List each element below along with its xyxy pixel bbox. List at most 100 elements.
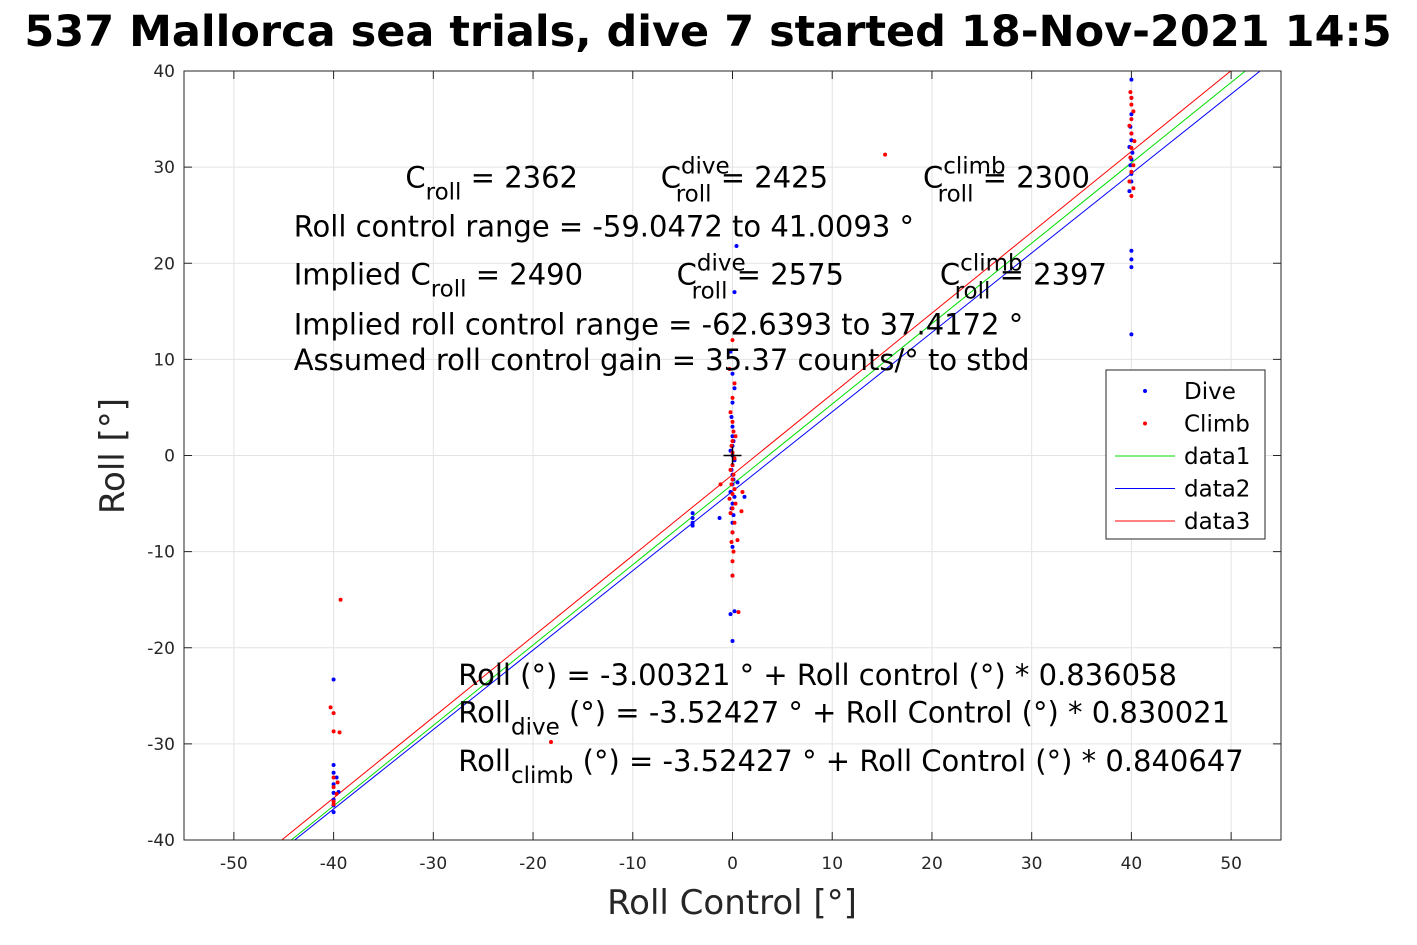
annotation-text: Roll control range = -59.0472 to 41.0093… bbox=[294, 209, 914, 243]
point-climb bbox=[733, 501, 738, 506]
point-climb bbox=[740, 490, 745, 495]
x-tick-label: 40 bbox=[1121, 854, 1143, 874]
annotation-part: Roll (°) = -3.00321 ° + Roll control (°)… bbox=[458, 658, 1177, 692]
annotations: Croll = 2362 Cdive roll = 2425 Cclimb roll =… bbox=[294, 153, 1244, 788]
point-dive bbox=[732, 494, 737, 499]
point-climb bbox=[730, 419, 735, 424]
annotation-part: Implied roll control range = -62.6393 to… bbox=[294, 307, 1024, 341]
point-dive bbox=[1129, 112, 1134, 117]
annotation-part: (°) = -3.52427 ° + Roll Control (°) * 0.… bbox=[573, 744, 1243, 778]
annotation-text: Cdive roll = 2425 bbox=[661, 153, 828, 207]
point-dive bbox=[1128, 163, 1133, 168]
y-tick-label: 10 bbox=[153, 350, 175, 370]
point-climb bbox=[728, 467, 733, 472]
point-climb bbox=[732, 456, 737, 461]
point-climb bbox=[727, 496, 732, 501]
point-climb bbox=[331, 802, 336, 807]
annotation-part: dive bbox=[681, 153, 730, 179]
point-climb bbox=[337, 730, 342, 735]
point-climb bbox=[728, 511, 733, 516]
point-dive bbox=[730, 639, 735, 644]
point-dive bbox=[729, 415, 734, 420]
point-climb bbox=[739, 509, 744, 514]
annotation-part: Roll bbox=[458, 744, 511, 778]
point-climb bbox=[1129, 117, 1134, 122]
legend-label: data3 bbox=[1184, 509, 1250, 535]
legend-label: Climb bbox=[1184, 412, 1250, 438]
x-tick-label: -30 bbox=[419, 854, 447, 874]
point-climb bbox=[338, 597, 343, 602]
annotation-part: climb bbox=[511, 763, 573, 789]
annotation-part: = 2425 bbox=[712, 160, 829, 194]
annotation-text: Croll = 2362 bbox=[405, 160, 578, 205]
point-dive bbox=[730, 424, 735, 429]
point-dive bbox=[728, 612, 733, 617]
point-climb bbox=[730, 506, 735, 511]
annotation-text: Cclimb roll = 2300 bbox=[923, 153, 1090, 207]
annotation-part: roll bbox=[692, 278, 728, 304]
point-climb bbox=[331, 785, 336, 790]
annotation-text: Implied roll control range = -62.6393 to… bbox=[294, 307, 1024, 341]
point-dive bbox=[1129, 265, 1134, 270]
point-climb bbox=[718, 482, 723, 487]
point-climb bbox=[1127, 179, 1132, 184]
annotation-part: roll bbox=[955, 278, 991, 304]
point-climb bbox=[1131, 186, 1136, 191]
point-dive bbox=[730, 371, 735, 376]
x-tick-label: 20 bbox=[921, 854, 943, 874]
point-dive bbox=[1129, 77, 1134, 82]
point-climb bbox=[1131, 109, 1136, 114]
point-climb bbox=[730, 395, 735, 400]
annotation-part: = 2300 bbox=[973, 160, 1090, 194]
annotation-part: Implied C bbox=[294, 257, 431, 291]
point-climb bbox=[331, 711, 336, 716]
y-axis-label: Roll [°] bbox=[93, 398, 133, 514]
y-tick-label: -10 bbox=[147, 543, 175, 563]
point-climb bbox=[1129, 95, 1134, 100]
point-dive bbox=[690, 515, 695, 520]
point-climb bbox=[730, 573, 735, 578]
annotation-part: C bbox=[677, 257, 697, 291]
point-climb bbox=[730, 338, 735, 343]
point-dive bbox=[1129, 257, 1134, 262]
point-dive bbox=[732, 290, 737, 295]
annotation-part: Roll control range = -59.0472 to 41.0093… bbox=[294, 209, 914, 243]
point-climb bbox=[335, 780, 340, 785]
point-climb bbox=[733, 434, 738, 439]
point-climb bbox=[730, 463, 735, 468]
series-line-data2 bbox=[293, 71, 1261, 840]
annotation-part: C bbox=[940, 257, 960, 291]
point-climb bbox=[331, 729, 336, 734]
annotation-part: roll bbox=[676, 181, 712, 207]
point-dive bbox=[331, 782, 336, 787]
point-dive bbox=[730, 434, 735, 439]
annotation-part: roll bbox=[938, 181, 974, 207]
annotation-part: dive bbox=[511, 715, 560, 741]
x-tick-label: 30 bbox=[1021, 854, 1043, 874]
point-climb bbox=[728, 410, 733, 415]
point-climb bbox=[730, 530, 735, 535]
annotation-text: Rollclimb (°) = -3.52427 ° + Roll Contro… bbox=[458, 744, 1243, 789]
legend-label: data2 bbox=[1184, 477, 1250, 503]
point-dive bbox=[732, 609, 737, 614]
annotation-part: C bbox=[923, 160, 943, 194]
point-climb bbox=[736, 610, 741, 615]
annotation-part: dive bbox=[697, 250, 746, 276]
point-climb bbox=[732, 520, 737, 525]
legend-marker bbox=[1143, 421, 1147, 426]
point-climb bbox=[1129, 102, 1134, 107]
annotation-part: roll bbox=[431, 276, 467, 302]
point-dive bbox=[730, 544, 735, 549]
point-climb bbox=[730, 491, 735, 496]
y-tick-label: 30 bbox=[153, 158, 175, 178]
point-dive bbox=[1129, 248, 1134, 253]
point-climb bbox=[328, 705, 333, 710]
axis-ticks: -50 -40 -30 -20 -10 0 10 20 30 40 50 -40 -30 -20 -10 0 1… bbox=[147, 62, 1281, 874]
point-dive bbox=[1127, 189, 1132, 194]
point-dive bbox=[1130, 150, 1135, 155]
point-dive bbox=[690, 520, 695, 525]
point-climb bbox=[1129, 131, 1134, 136]
legend-label: data1 bbox=[1184, 444, 1250, 470]
x-tick-label: -40 bbox=[320, 854, 348, 874]
